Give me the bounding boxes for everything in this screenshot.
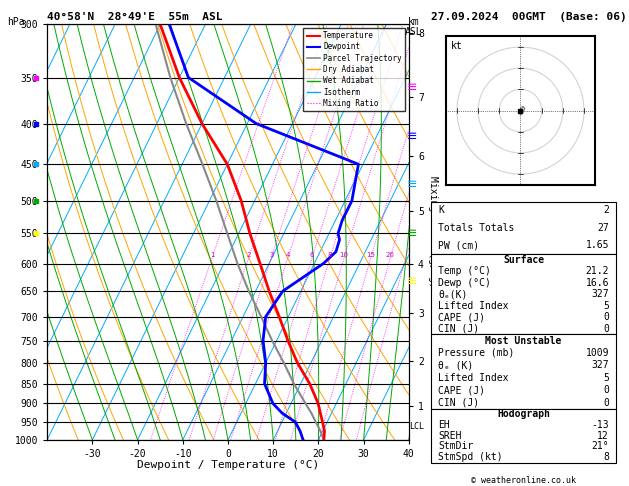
Text: ≡: ≡ <box>407 130 417 142</box>
Text: 8: 8 <box>328 252 332 258</box>
Text: Hodograph: Hodograph <box>497 409 550 419</box>
Text: 3: 3 <box>269 252 274 258</box>
Text: 8: 8 <box>603 452 609 462</box>
Text: LCL: LCL <box>409 422 425 431</box>
Text: StmSpd (kt): StmSpd (kt) <box>438 452 503 462</box>
Text: 5: 5 <box>603 301 609 311</box>
Text: CAPE (J): CAPE (J) <box>438 385 486 395</box>
Text: StmDir: StmDir <box>438 441 474 451</box>
Text: CIN (J): CIN (J) <box>438 398 479 408</box>
Text: θₑ (K): θₑ (K) <box>438 360 474 370</box>
Bar <box>431 254 616 334</box>
Text: PW (cm): PW (cm) <box>438 241 479 250</box>
Text: 40°58'N  28°49'E  55m  ASL: 40°58'N 28°49'E 55m ASL <box>47 12 223 22</box>
Text: 15: 15 <box>366 252 376 258</box>
Text: ≡: ≡ <box>407 276 417 288</box>
Bar <box>431 334 616 409</box>
Text: 5: 5 <box>603 373 609 383</box>
Text: 1009: 1009 <box>586 348 609 358</box>
Text: 27.09.2024  00GMT  (Base: 06): 27.09.2024 00GMT (Base: 06) <box>431 12 626 22</box>
Bar <box>431 409 616 463</box>
Text: 0: 0 <box>603 385 609 395</box>
Text: Lifted Index: Lifted Index <box>438 373 509 383</box>
Text: ≡: ≡ <box>407 81 417 94</box>
Text: ≡: ≡ <box>407 227 417 240</box>
Y-axis label: Mixing Ratio (g/kg): Mixing Ratio (g/kg) <box>428 176 438 288</box>
Text: Dewp (°C): Dewp (°C) <box>438 278 491 288</box>
Text: 12: 12 <box>598 431 609 441</box>
Text: EH: EH <box>438 420 450 430</box>
Text: kt: kt <box>451 41 462 51</box>
Text: 1: 1 <box>210 252 214 258</box>
Text: Lifted Index: Lifted Index <box>438 301 509 311</box>
Text: Surface: Surface <box>503 255 544 265</box>
Text: hPa: hPa <box>8 17 25 27</box>
Text: 0: 0 <box>603 324 609 334</box>
Text: 0: 0 <box>603 312 609 322</box>
Text: 4: 4 <box>286 252 290 258</box>
Text: 10: 10 <box>340 252 348 258</box>
Bar <box>431 202 616 254</box>
Text: 0: 0 <box>603 398 609 408</box>
Text: © weatheronline.co.uk: © weatheronline.co.uk <box>471 476 576 485</box>
Legend: Temperature, Dewpoint, Parcel Trajectory, Dry Adiabat, Wet Adiabat, Isotherm, Mi: Temperature, Dewpoint, Parcel Trajectory… <box>303 28 405 111</box>
Text: 27: 27 <box>598 223 609 233</box>
Text: 2: 2 <box>247 252 251 258</box>
Text: 20: 20 <box>386 252 395 258</box>
Text: 327: 327 <box>591 360 609 370</box>
Text: SREH: SREH <box>438 431 462 441</box>
Text: Totals Totals: Totals Totals <box>438 223 515 233</box>
Text: 16.6: 16.6 <box>586 278 609 288</box>
Text: CAPE (J): CAPE (J) <box>438 312 486 322</box>
Text: 2: 2 <box>603 206 609 215</box>
Text: 327: 327 <box>591 289 609 299</box>
X-axis label: Dewpoint / Temperature (°C): Dewpoint / Temperature (°C) <box>137 460 319 470</box>
Text: ≡: ≡ <box>407 178 417 191</box>
Text: Pressure (mb): Pressure (mb) <box>438 348 515 358</box>
Text: 1.65: 1.65 <box>586 241 609 250</box>
Text: 21.2: 21.2 <box>586 266 609 277</box>
Text: km
ASL: km ASL <box>405 17 423 37</box>
Text: Temp (°C): Temp (°C) <box>438 266 491 277</box>
Text: 21°: 21° <box>591 441 609 451</box>
Text: θₑ(K): θₑ(K) <box>438 289 468 299</box>
Text: 6: 6 <box>310 252 314 258</box>
Text: K: K <box>438 206 444 215</box>
Text: -13: -13 <box>591 420 609 430</box>
Text: CIN (J): CIN (J) <box>438 324 479 334</box>
Text: Most Unstable: Most Unstable <box>486 335 562 346</box>
